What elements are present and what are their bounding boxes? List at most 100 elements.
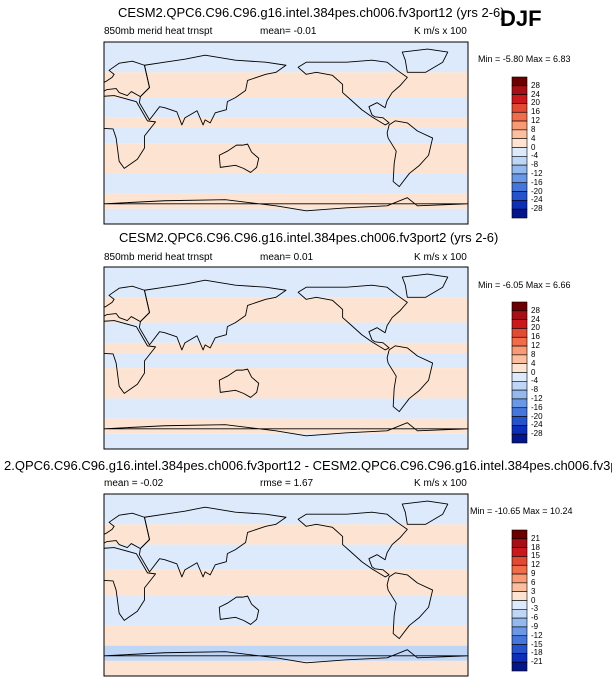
- panel-2-colorbar-label: 12: [531, 341, 540, 351]
- panel-2-units-label: K m/s x 100: [414, 252, 467, 263]
- panel-2-coast-southamerica: [386, 345, 434, 413]
- panel-1-colorbar-cell-8: [511, 147, 528, 157]
- panel-3-colorbar-cell-0: [511, 529, 528, 540]
- panel-1-minmax: Min = -5.80 Max = 6.83: [478, 54, 571, 64]
- panel-2-band-7: [104, 418, 468, 434]
- panel-1-colorbar-cell-5: [511, 120, 528, 131]
- panel-2-colorbar-cell-14: [511, 425, 528, 435]
- panel-3-colorbar-label: 18: [531, 542, 540, 552]
- panel-1-coast-asia: [138, 54, 287, 126]
- panel-2-colorbar-label: -12: [531, 393, 543, 403]
- panel-2-frame: [103, 266, 469, 450]
- panel-1-colorbar-cell-2: [511, 94, 528, 104]
- panel-1-units-label: K m/s x 100: [414, 26, 467, 37]
- panel-2-colorbar-label: -16: [531, 402, 543, 412]
- panel-2-coast-europe: [104, 285, 150, 323]
- panel-1-coast-europe: [104, 60, 150, 98]
- panel-3-colorbar-cell-2: [511, 547, 528, 557]
- panel-3-colorbar-cell-10: [511, 617, 528, 628]
- panel-2-colorbar-label: 20: [531, 323, 540, 333]
- panel-2-coast-africa: [104, 320, 157, 394]
- panel-1-colorbar-cell-9: [511, 156, 528, 166]
- panel-1-colorbar-label: -12: [531, 168, 543, 178]
- panel-2-colorbar-label: -28: [531, 429, 543, 439]
- panel-1-coast-antarctica: [104, 197, 468, 212]
- panel-3-colorbar-label: 3: [531, 586, 536, 596]
- panel-3-colorbar-cell-8: [511, 600, 528, 610]
- panel-3-colorbar-label: -15: [531, 639, 543, 649]
- panel-3-coast-northamerica: [297, 511, 408, 578]
- panel-3-colorbar-label: 0: [531, 595, 536, 605]
- panel-3-colorbar-label: -12: [531, 630, 543, 640]
- panel-3-colorbar-cell-9: [511, 609, 528, 619]
- panel-2-colorbar-cell-5: [511, 345, 528, 356]
- panel-3-colorbar-label: 21: [531, 533, 540, 543]
- panel-2-colorbar-cell-8: [511, 372, 528, 382]
- panel-1-band-1: [104, 72, 468, 98]
- panel-2-coast-northamerica: [297, 284, 408, 351]
- panel-3-colorbar-label: 9: [531, 569, 536, 579]
- panel-1-colorbar-cell-3: [511, 103, 528, 113]
- panel-2-colorbar-cell-9: [511, 381, 528, 391]
- panel-2-colorbar-label: -4: [531, 376, 539, 386]
- panel-2-band-8: [104, 433, 468, 449]
- panel-1-colorbar-label: -20: [531, 186, 543, 196]
- panel-3-coast-greenland: [401, 500, 449, 525]
- panel-1-colorbar-label: 0: [531, 142, 536, 152]
- panel-1-band-5: [104, 143, 468, 174]
- panel-1-colorbar-cell-13: [511, 191, 528, 201]
- panel-3-colorbar-label: 12: [531, 560, 540, 570]
- panel-2-colorbar-cell-7: [511, 363, 528, 373]
- panel-2-colorbar-cell-13: [511, 416, 528, 426]
- panel-1-colorbar-cell-12: [511, 182, 528, 192]
- panel-3-coast-australia: [218, 595, 260, 625]
- panel-3-band-0: [104, 494, 468, 525]
- panel-3-band-3: [104, 569, 468, 596]
- panel-1-colorbar-cell-6: [511, 129, 528, 139]
- panel-1-title: CESM2.QPC6.C96.C96.g16.intel.384pes.ch00…: [118, 5, 505, 20]
- panel-2-band-5: [104, 368, 468, 399]
- panel-3-colorbar-label: 6: [531, 577, 536, 587]
- panel-1-colorbar-label: -8: [531, 160, 539, 170]
- panel-3-colorbar-cell-1: [511, 538, 528, 548]
- panel-2-colorbar-cell-4: [511, 336, 528, 347]
- panel-1-map: [103, 41, 469, 225]
- panel-1-colorbar-cell-14: [511, 200, 528, 210]
- panel-3-coast-africa: [104, 547, 157, 621]
- panel-3-colorbar-cell-12: [511, 635, 528, 645]
- panel-3-band-1: [104, 524, 468, 545]
- panel-2-minmax: Min = -6.05 Max = 6.66: [478, 280, 571, 290]
- panel-1-band-0: [104, 42, 468, 73]
- panel-3-rmse-label: rmse = 1.67: [260, 478, 314, 489]
- panel-1-coast-australia: [218, 143, 260, 173]
- panel-3-colorbar-cell-13: [511, 644, 528, 654]
- panel-1-colorbar-label: -4: [531, 151, 539, 161]
- panel-3-minmax: Min = -10.65 Max = 10.24: [470, 506, 573, 516]
- panel-3-title: 2.QPC6.C96.C96.g16.intel.384pes.ch006.fv…: [4, 458, 612, 473]
- panel-3-colorbar-cell-15: [511, 661, 528, 672]
- panel-2-colorbar-label: 28: [531, 305, 540, 315]
- panel-1-colorbar-cell-1: [511, 85, 528, 95]
- panel-2-colorbar-cell-2: [511, 319, 528, 329]
- panel-3-band-7: [104, 660, 468, 676]
- panel-1-mean-label: mean= -0.01: [260, 26, 317, 37]
- panel-1-coast-southamerica: [386, 120, 434, 188]
- panel-2-coast-greenland: [401, 273, 449, 298]
- panel-3-band-4: [104, 595, 468, 626]
- panel-3-colorbar-label: -3: [531, 604, 539, 614]
- panel-3-colorbar-cell-5: [511, 573, 528, 584]
- panel-3-colorbar-cell-6: [511, 582, 528, 592]
- panel-1-colorbar-label: 8: [531, 124, 536, 134]
- panel-3-colorbar-label: -9: [531, 621, 539, 631]
- panel-2-band-3: [104, 342, 468, 353]
- panel-3-colorbar-label: -18: [531, 648, 543, 658]
- panel-2-coast-asia: [138, 279, 287, 351]
- panel-2-map: [103, 266, 469, 450]
- panel-1-band-8: [104, 208, 468, 224]
- panel-3-map: [103, 493, 469, 677]
- panel-3-mean-label: mean = -0.02: [104, 478, 164, 489]
- panel-2-band-1: [104, 297, 468, 323]
- panel-1-variable-label: 850mb merid heat trnspt: [104, 26, 213, 37]
- panel-2-title: CESM2.QPC6.C96.C96.g16.intel.384pes.ch00…: [119, 230, 499, 245]
